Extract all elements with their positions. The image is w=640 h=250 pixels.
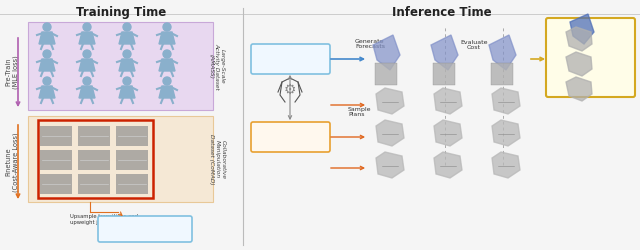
Bar [433, 63, 455, 85]
Circle shape [123, 77, 131, 85]
Circle shape [43, 23, 51, 31]
Text: Upsample transitions and
upweight joints: Upsample transitions and upweight joints [70, 214, 138, 225]
Text: MANICAST: MANICAST [266, 55, 314, 63]
Text: Training Time: Training Time [76, 6, 167, 19]
Text: Finetune
(Cost-Aware Loss): Finetune (Cost-Aware Loss) [5, 132, 19, 192]
Bar [28, 22, 213, 110]
Polygon shape [434, 120, 462, 146]
Bar [78, 126, 110, 146]
Circle shape [123, 23, 131, 31]
Polygon shape [39, 86, 55, 98]
FancyBboxPatch shape [98, 216, 192, 242]
Bar [116, 126, 148, 146]
Circle shape [43, 50, 51, 58]
Polygon shape [566, 52, 592, 76]
Polygon shape [79, 59, 95, 71]
Text: Select
Best Plan: Select Best Plan [572, 26, 607, 39]
Polygon shape [159, 32, 175, 44]
Text: MANICAST: MANICAST [121, 225, 169, 233]
Bar [491, 63, 513, 85]
Polygon shape [492, 152, 520, 178]
Polygon shape [566, 77, 592, 101]
Circle shape [123, 50, 131, 58]
Polygon shape [119, 59, 135, 71]
FancyBboxPatch shape [251, 44, 330, 74]
Circle shape [163, 77, 171, 85]
Text: Collaborative
Manipulation
Dataset (CoMAD): Collaborative Manipulation Dataset (CoMA… [209, 134, 225, 184]
Bar [116, 174, 148, 194]
Polygon shape [373, 35, 400, 70]
Polygon shape [376, 120, 404, 146]
Text: ⚙: ⚙ [284, 83, 296, 97]
Circle shape [43, 77, 51, 85]
Polygon shape [39, 59, 55, 71]
Text: Large-Scale
Activity Dataset
(AMASS): Large-Scale Activity Dataset (AMASS) [209, 42, 225, 90]
Bar [375, 63, 397, 85]
FancyBboxPatch shape [546, 18, 635, 97]
Polygon shape [119, 86, 135, 98]
Text: Pre-Train
(MLE loss): Pre-Train (MLE loss) [5, 55, 19, 89]
Polygon shape [570, 14, 594, 44]
Circle shape [163, 50, 171, 58]
Polygon shape [79, 86, 95, 98]
Polygon shape [489, 35, 516, 70]
FancyBboxPatch shape [251, 122, 330, 152]
Bar [78, 174, 110, 194]
Polygon shape [431, 35, 458, 70]
Circle shape [83, 50, 91, 58]
Text: STORM: STORM [274, 133, 307, 141]
Polygon shape [492, 120, 520, 146]
Bar [38, 120, 153, 198]
Polygon shape [159, 59, 175, 71]
Bar [40, 174, 72, 194]
Circle shape [163, 23, 171, 31]
Text: Generate
Forecasts: Generate Forecasts [355, 38, 385, 50]
Polygon shape [79, 32, 95, 44]
Bar [40, 150, 72, 170]
Bar [116, 150, 148, 170]
Polygon shape [39, 32, 55, 44]
Polygon shape [434, 88, 462, 114]
Text: Evaluate
Cost: Evaluate Cost [460, 40, 488, 50]
Circle shape [83, 23, 91, 31]
Polygon shape [434, 152, 462, 178]
Circle shape [83, 77, 91, 85]
Bar [28, 116, 213, 202]
Polygon shape [159, 86, 175, 98]
Text: Sample
Plans: Sample Plans [348, 106, 371, 118]
Polygon shape [376, 152, 404, 178]
Polygon shape [566, 27, 592, 51]
Polygon shape [492, 88, 520, 114]
Polygon shape [119, 32, 135, 44]
Text: Inference Time: Inference Time [392, 6, 492, 19]
Bar [40, 126, 72, 146]
Polygon shape [376, 88, 404, 114]
Bar [78, 150, 110, 170]
